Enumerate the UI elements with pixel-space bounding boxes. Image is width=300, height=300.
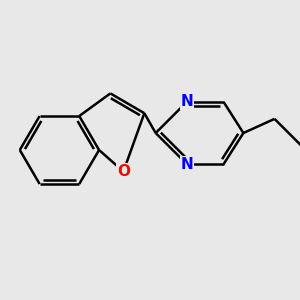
Text: O: O: [117, 164, 130, 179]
Text: N: N: [180, 157, 193, 172]
Text: N: N: [180, 94, 193, 110]
